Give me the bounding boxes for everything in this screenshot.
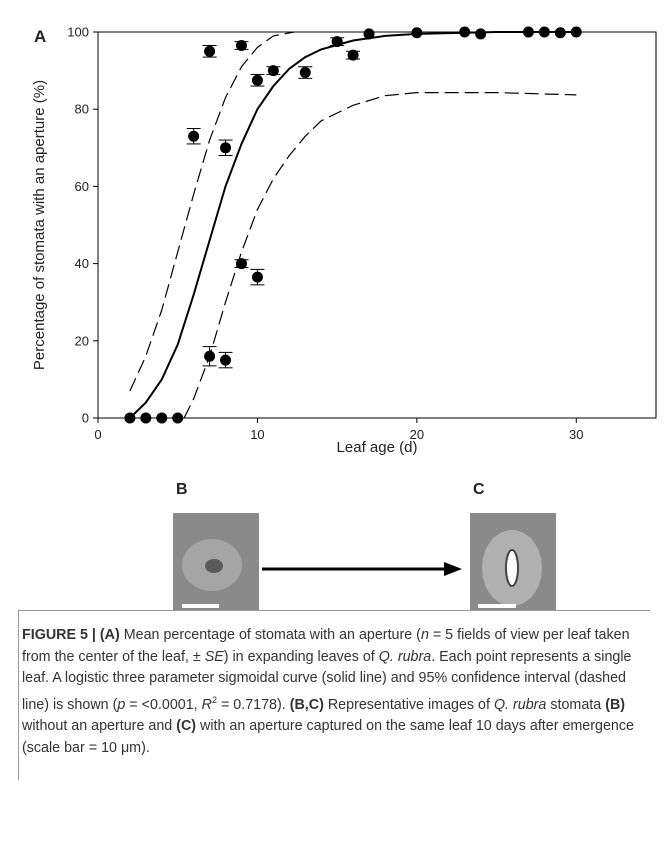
point <box>459 26 471 38</box>
x-tick-label: 20 <box>410 427 424 442</box>
point <box>204 45 216 57</box>
confidence-curve <box>183 92 577 419</box>
point <box>235 258 247 270</box>
point <box>411 27 423 39</box>
image-label: C <box>473 481 485 498</box>
caption-text: Mean percentage of stomata with an apert… <box>119 627 421 643</box>
y-tick-label: 60 <box>75 179 89 194</box>
y-tick-label: 40 <box>75 256 89 271</box>
point <box>220 142 232 154</box>
caption-text: = <0.0001, <box>125 696 202 713</box>
caption-text: SE <box>204 648 224 665</box>
point <box>204 350 216 362</box>
point <box>140 412 152 424</box>
micrograph-c <box>470 513 556 610</box>
y-axis-label: Percentage of stomata with an aperture (… <box>31 80 48 370</box>
caption: FIGURE 5 | (A) Mean percentage of stomat… <box>22 625 652 759</box>
point <box>475 28 487 40</box>
point <box>235 40 247 52</box>
y-tick-label: 80 <box>75 102 89 117</box>
point <box>331 36 343 48</box>
caption-text: ) in expanding leaves of <box>223 648 379 665</box>
point <box>554 27 566 39</box>
caption-text: without an aperture and <box>22 718 177 735</box>
caption-text: Q. rubra <box>378 648 432 665</box>
point <box>267 65 279 77</box>
x-tick-label: 0 <box>94 427 101 442</box>
point <box>347 49 359 61</box>
caption-rule <box>18 610 19 780</box>
point <box>251 271 263 283</box>
arrow-head <box>444 562 462 576</box>
caption-text: (B) <box>605 696 626 713</box>
panel-label: A <box>34 27 46 46</box>
point <box>188 130 200 142</box>
x-axis-label: Leaf age (d) <box>337 439 418 456</box>
caption-text: = 5 fields of view per leaf taken from t… <box>22 627 630 665</box>
y-tick-label: 20 <box>75 333 89 348</box>
point <box>299 67 311 79</box>
plot-frame <box>97 31 657 419</box>
confidence-curve <box>129 31 295 392</box>
caption-text: with an aperture captured on the same le… <box>22 718 634 756</box>
caption-text: stomata <box>546 696 606 713</box>
point <box>522 26 534 38</box>
caption-text: n <box>420 627 429 643</box>
caption-text: p <box>117 696 126 713</box>
y-tick-label: 0 <box>82 411 89 426</box>
fit-curve <box>129 31 577 419</box>
point <box>570 26 582 38</box>
micrograph-b <box>173 513 259 610</box>
point <box>538 26 550 38</box>
point <box>156 412 168 424</box>
caption-text: = 0.7178). <box>216 696 290 713</box>
caption-text: FIGURE 5 | (A) <box>22 627 120 643</box>
y-tick-label: 100 <box>67 25 89 40</box>
caption-text: Representative images of <box>323 696 494 713</box>
caption-text: R <box>201 696 212 713</box>
x-tick-label: 10 <box>250 427 264 442</box>
point <box>220 354 232 366</box>
figure: A Percentage of stomata with an aperture… <box>31 25 657 610</box>
caption-text: 2 <box>211 694 217 705</box>
caption-text: Q. rubra <box>493 696 547 713</box>
point <box>251 74 263 86</box>
caption-text: . Each point represents a single leaf. A… <box>22 648 632 713</box>
caption-text: (B,C) <box>289 696 324 713</box>
point <box>363 28 375 40</box>
point <box>172 412 184 424</box>
caption-rule <box>18 610 650 611</box>
point <box>124 412 136 424</box>
image-label: B <box>176 481 188 498</box>
x-tick-label: 30 <box>569 427 583 442</box>
caption-text: (C) <box>176 718 197 735</box>
